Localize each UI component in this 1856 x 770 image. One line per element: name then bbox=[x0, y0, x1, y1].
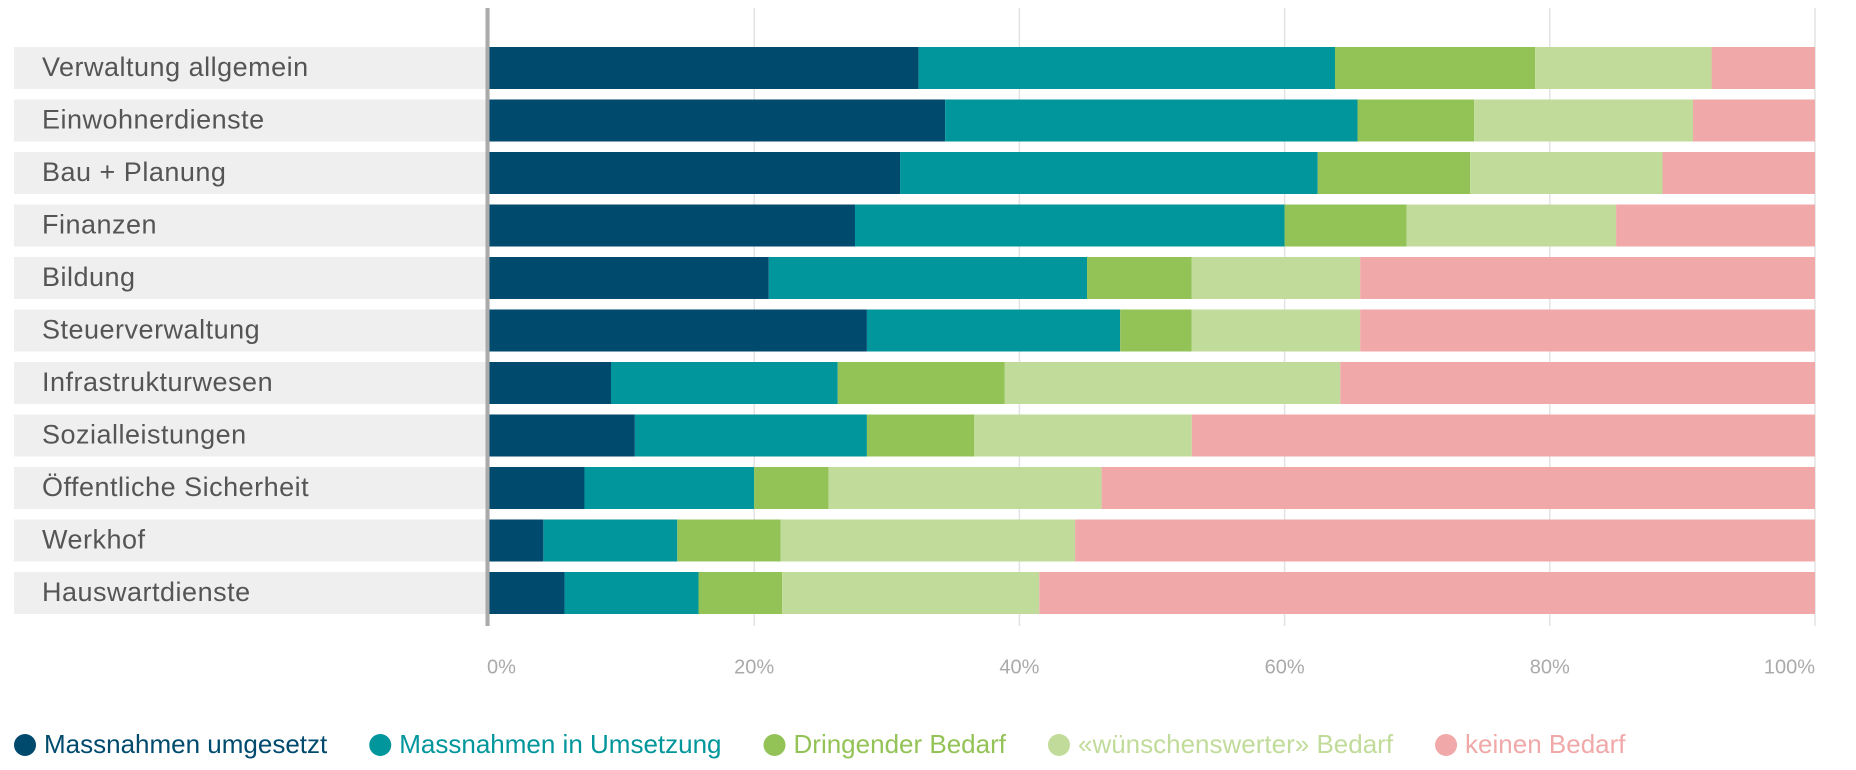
label-background bbox=[14, 152, 489, 194]
bar-segment bbox=[1406, 204, 1617, 247]
category-label: Einwohnerdienste bbox=[42, 105, 265, 135]
category-label: Sozialleistungen bbox=[42, 420, 247, 450]
bar-segment bbox=[1087, 257, 1192, 299]
label-background bbox=[14, 362, 489, 404]
category-label: Werkhof bbox=[42, 525, 146, 555]
legend-marker bbox=[763, 734, 786, 756]
bar-segment bbox=[489, 362, 611, 404]
bar-segment bbox=[1120, 309, 1192, 352]
bar-segment bbox=[677, 519, 781, 562]
bar-segment bbox=[489, 309, 867, 352]
bar-segment bbox=[1357, 99, 1475, 142]
label-background bbox=[14, 572, 489, 614]
bar-segment bbox=[1616, 204, 1815, 247]
bar-segment bbox=[754, 467, 829, 509]
bar-segment bbox=[489, 572, 565, 614]
label-background bbox=[14, 99, 489, 142]
x-tick-label: 0% bbox=[487, 656, 516, 678]
legend-marker bbox=[1047, 734, 1070, 756]
legend-label: Dringender Bedarf bbox=[794, 729, 1007, 759]
legend-label: Massnahmen in Umsetzung bbox=[399, 729, 721, 759]
x-tick-label: 20% bbox=[734, 656, 774, 678]
legend-label: «wünschenswerter» Bedarf bbox=[1078, 729, 1394, 759]
category-label: Steuerverwaltung bbox=[42, 315, 260, 345]
category-label: Öffentliche Sicherheit bbox=[42, 472, 309, 502]
bar-segment bbox=[1317, 152, 1471, 194]
bar-segment bbox=[837, 362, 1005, 404]
bar-segment bbox=[584, 467, 755, 509]
legend-label: keinen Bedarf bbox=[1465, 729, 1626, 759]
bar-segment bbox=[1191, 414, 1815, 457]
bar-segment bbox=[489, 204, 855, 247]
bar-segment bbox=[974, 414, 1192, 457]
bar-segment bbox=[489, 519, 544, 562]
legend-label: Massnahmen umgesetzt bbox=[44, 729, 328, 759]
bar-segment bbox=[782, 572, 1040, 614]
bar-segment bbox=[489, 152, 901, 194]
bar-segment bbox=[489, 467, 585, 509]
bar-segment bbox=[1191, 309, 1361, 352]
legend-marker bbox=[369, 734, 392, 756]
bar-segment bbox=[1039, 572, 1815, 614]
legend-marker bbox=[1435, 734, 1458, 756]
category-label: Verwaltung allgemein bbox=[42, 52, 309, 82]
bar-segment bbox=[489, 47, 919, 89]
x-tick-label: 100% bbox=[1764, 656, 1815, 678]
bar-segment bbox=[1360, 309, 1815, 352]
bar-segment bbox=[1662, 152, 1815, 194]
category-label: Infrastrukturwesen bbox=[42, 367, 273, 397]
bar-segment bbox=[1334, 47, 1536, 89]
label-background bbox=[14, 414, 489, 457]
category-label: Bau + Planung bbox=[42, 157, 226, 187]
bar-segment bbox=[1191, 257, 1361, 299]
category-label: Bildung bbox=[42, 262, 136, 292]
bar-segment bbox=[489, 99, 946, 142]
bar-segment bbox=[698, 572, 783, 614]
bar-segment bbox=[854, 204, 1285, 247]
bar-segment bbox=[1284, 204, 1407, 247]
x-tick-label: 60% bbox=[1265, 656, 1305, 678]
bar-segment bbox=[610, 362, 838, 404]
bar-segment bbox=[634, 414, 867, 457]
bar-segment bbox=[1535, 47, 1712, 89]
bar-segment bbox=[489, 414, 635, 457]
bar-segment bbox=[1075, 519, 1815, 562]
bar-segment bbox=[564, 572, 699, 614]
label-background bbox=[14, 204, 489, 247]
bar-segment bbox=[1474, 99, 1694, 142]
bar-segment bbox=[543, 519, 678, 562]
bar-segment bbox=[945, 99, 1358, 142]
label-background bbox=[14, 519, 489, 562]
bar-segment bbox=[780, 519, 1076, 562]
category-label: Finanzen bbox=[42, 210, 157, 240]
bar-segment bbox=[866, 414, 975, 457]
bar-segment bbox=[900, 152, 1318, 194]
label-background bbox=[14, 257, 489, 299]
bar-segment bbox=[1360, 257, 1815, 299]
legend-marker bbox=[14, 734, 36, 756]
bar-segment bbox=[1711, 47, 1815, 89]
bar-segment bbox=[1340, 362, 1815, 404]
bar-segment bbox=[918, 47, 1335, 89]
bar-segment bbox=[1470, 152, 1663, 194]
category-label: Hauswartdienste bbox=[42, 577, 251, 607]
bar-segment bbox=[489, 257, 769, 299]
bar-segment bbox=[1101, 467, 1815, 509]
bar-segment bbox=[1693, 99, 1815, 142]
bar-segment bbox=[1004, 362, 1341, 404]
label-background bbox=[14, 309, 489, 352]
bar-segment bbox=[866, 309, 1121, 352]
label-background bbox=[14, 47, 489, 89]
bar-segment bbox=[768, 257, 1088, 299]
x-tick-label: 40% bbox=[999, 656, 1039, 678]
label-background bbox=[14, 467, 489, 509]
bar-segment bbox=[828, 467, 1102, 509]
x-tick-label: 80% bbox=[1530, 656, 1570, 678]
